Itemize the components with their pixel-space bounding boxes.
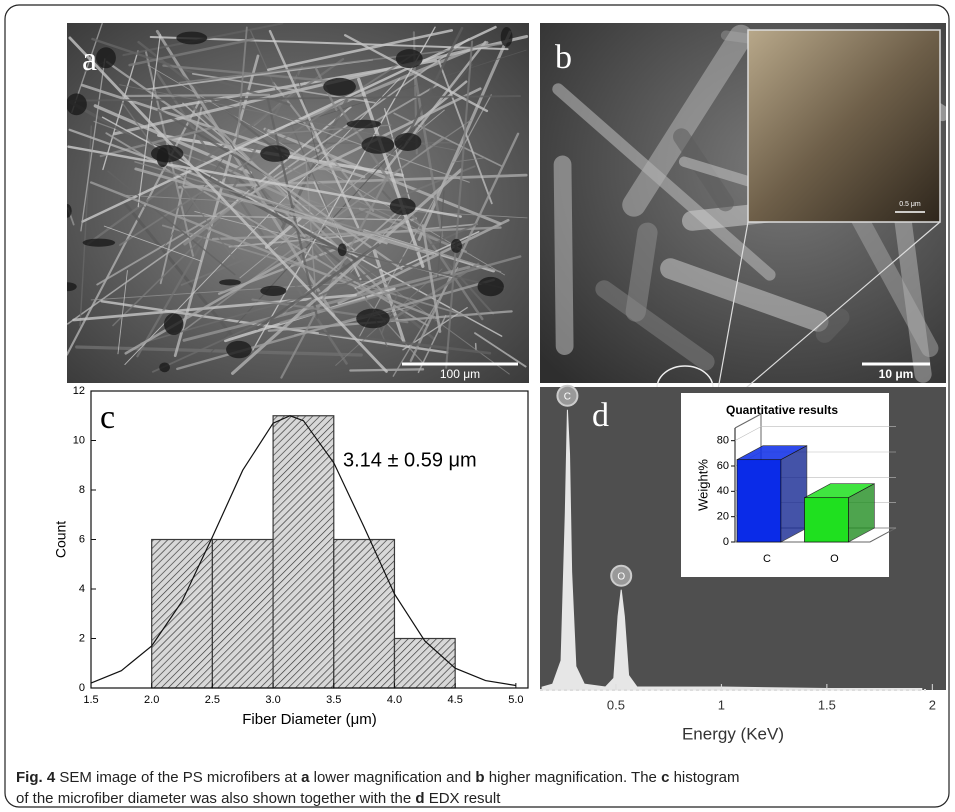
fibre bbox=[825, 317, 841, 334]
caption-text: b bbox=[475, 769, 484, 786]
pore bbox=[451, 239, 462, 253]
x-tick-label: O bbox=[830, 553, 839, 565]
y-tick-label: 12 bbox=[73, 385, 85, 397]
pore bbox=[390, 198, 416, 215]
x-tick-label: 1.5 bbox=[83, 694, 98, 706]
panel-label: c bbox=[100, 399, 115, 436]
y-tick-label: 4 bbox=[79, 583, 85, 595]
bar bbox=[273, 416, 334, 688]
inset-title: Quantitative results bbox=[726, 403, 838, 417]
x-tick-label: 2.5 bbox=[205, 694, 220, 706]
y-tick-label: 60 bbox=[717, 460, 729, 472]
fibre bbox=[123, 95, 269, 96]
pore bbox=[501, 27, 513, 47]
pore bbox=[58, 282, 77, 291]
peak-label: C bbox=[564, 391, 571, 402]
x-tick-label: 1 bbox=[718, 697, 725, 712]
x-tick-label: 4.5 bbox=[448, 694, 463, 706]
x-tick-label: 2 bbox=[929, 697, 936, 712]
inset-image bbox=[748, 30, 940, 222]
x-axis-label: Fiber Diameter (μm) bbox=[242, 711, 377, 728]
pore bbox=[260, 286, 286, 296]
caption-text: EDX result bbox=[425, 790, 502, 807]
scale-bar-label: 10 μm bbox=[879, 367, 914, 381]
fibre bbox=[636, 233, 648, 312]
bar-side bbox=[781, 446, 807, 542]
caption-text: d bbox=[415, 790, 424, 807]
caption-text: c bbox=[661, 769, 669, 786]
caption-text: of the microfiber diameter was also show… bbox=[16, 790, 415, 807]
pore bbox=[83, 239, 115, 247]
pore bbox=[260, 145, 290, 162]
pore bbox=[394, 133, 421, 151]
x-axis-label: Energy (KeV) bbox=[682, 724, 784, 743]
y-tick-label: 8 bbox=[79, 484, 85, 496]
caption-text: Fig. 4 bbox=[16, 769, 56, 786]
pore bbox=[347, 120, 382, 129]
bar bbox=[212, 540, 273, 689]
pore bbox=[159, 362, 170, 372]
caption-text: SEM image of the PS microfibers at bbox=[55, 769, 301, 786]
y-tick-label: 20 bbox=[717, 511, 729, 523]
bar-front bbox=[737, 460, 781, 542]
fibre bbox=[320, 169, 341, 170]
x-tick-label: 0.5 bbox=[607, 697, 625, 712]
y-tick-label: 10 bbox=[73, 434, 85, 446]
y-tick-label: 0 bbox=[723, 536, 729, 548]
caption: Fig. 4 SEM image of the PS microfibers a… bbox=[16, 769, 739, 807]
x-tick-label: 5.0 bbox=[508, 694, 523, 706]
pore bbox=[338, 243, 347, 256]
figure: a 100 μm 0.5 μm b 10 μm 0246810121.52.02… bbox=[0, 0, 955, 812]
x-tick-label: 3.5 bbox=[326, 694, 341, 706]
pore bbox=[176, 32, 207, 45]
pore bbox=[478, 277, 504, 296]
caption-text: higher magnification. The bbox=[485, 769, 662, 786]
pore bbox=[96, 47, 116, 68]
x-tick-label: C bbox=[763, 553, 771, 565]
caption-text: histogram bbox=[669, 769, 739, 786]
scale-bar-label: 0.5 μm bbox=[899, 201, 921, 208]
scale-bar-label: 100 μm bbox=[440, 367, 480, 381]
x-tick-label: 2.0 bbox=[144, 694, 159, 706]
y-tick-label: 40 bbox=[717, 485, 729, 497]
pore bbox=[151, 145, 183, 162]
y-axis-label: Weight% bbox=[695, 459, 710, 511]
pore bbox=[66, 93, 87, 115]
panel-label: a bbox=[82, 41, 97, 78]
pore bbox=[164, 313, 183, 335]
pore bbox=[323, 78, 356, 96]
fibre bbox=[563, 164, 565, 346]
pore bbox=[396, 49, 423, 68]
peak-label: O bbox=[617, 571, 625, 582]
sem-image-a bbox=[58, 23, 529, 383]
bar bbox=[394, 639, 455, 689]
x-tick-label: 1.5 bbox=[818, 697, 836, 712]
pore bbox=[356, 309, 390, 329]
x-tick-label: 4.0 bbox=[387, 694, 402, 706]
bar bbox=[334, 540, 395, 689]
pore bbox=[62, 204, 71, 218]
pore bbox=[219, 279, 241, 285]
charts: 0246810121.52.02.53.03.54.04.55.0c3.14 ±… bbox=[53, 385, 946, 744]
page: { "panels": { "a": {"label": "a", "scale… bbox=[0, 0, 955, 812]
pore bbox=[361, 136, 394, 154]
y-tick-label: 2 bbox=[79, 632, 85, 644]
bar-front bbox=[805, 498, 849, 542]
panel-label: d bbox=[592, 397, 609, 434]
panel-label: b bbox=[555, 39, 572, 76]
y-tick-label: 6 bbox=[79, 533, 85, 545]
pore bbox=[226, 341, 252, 358]
x-tick-label: 3.0 bbox=[265, 694, 280, 706]
caption-text: lower magnification and bbox=[309, 769, 475, 786]
y-axis-label: Count bbox=[53, 521, 69, 558]
annotation: 3.14 ± 0.59 μm bbox=[343, 449, 477, 471]
y-tick-label: 80 bbox=[717, 435, 729, 447]
y-tick-label: 0 bbox=[79, 682, 85, 694]
bar bbox=[152, 540, 213, 689]
